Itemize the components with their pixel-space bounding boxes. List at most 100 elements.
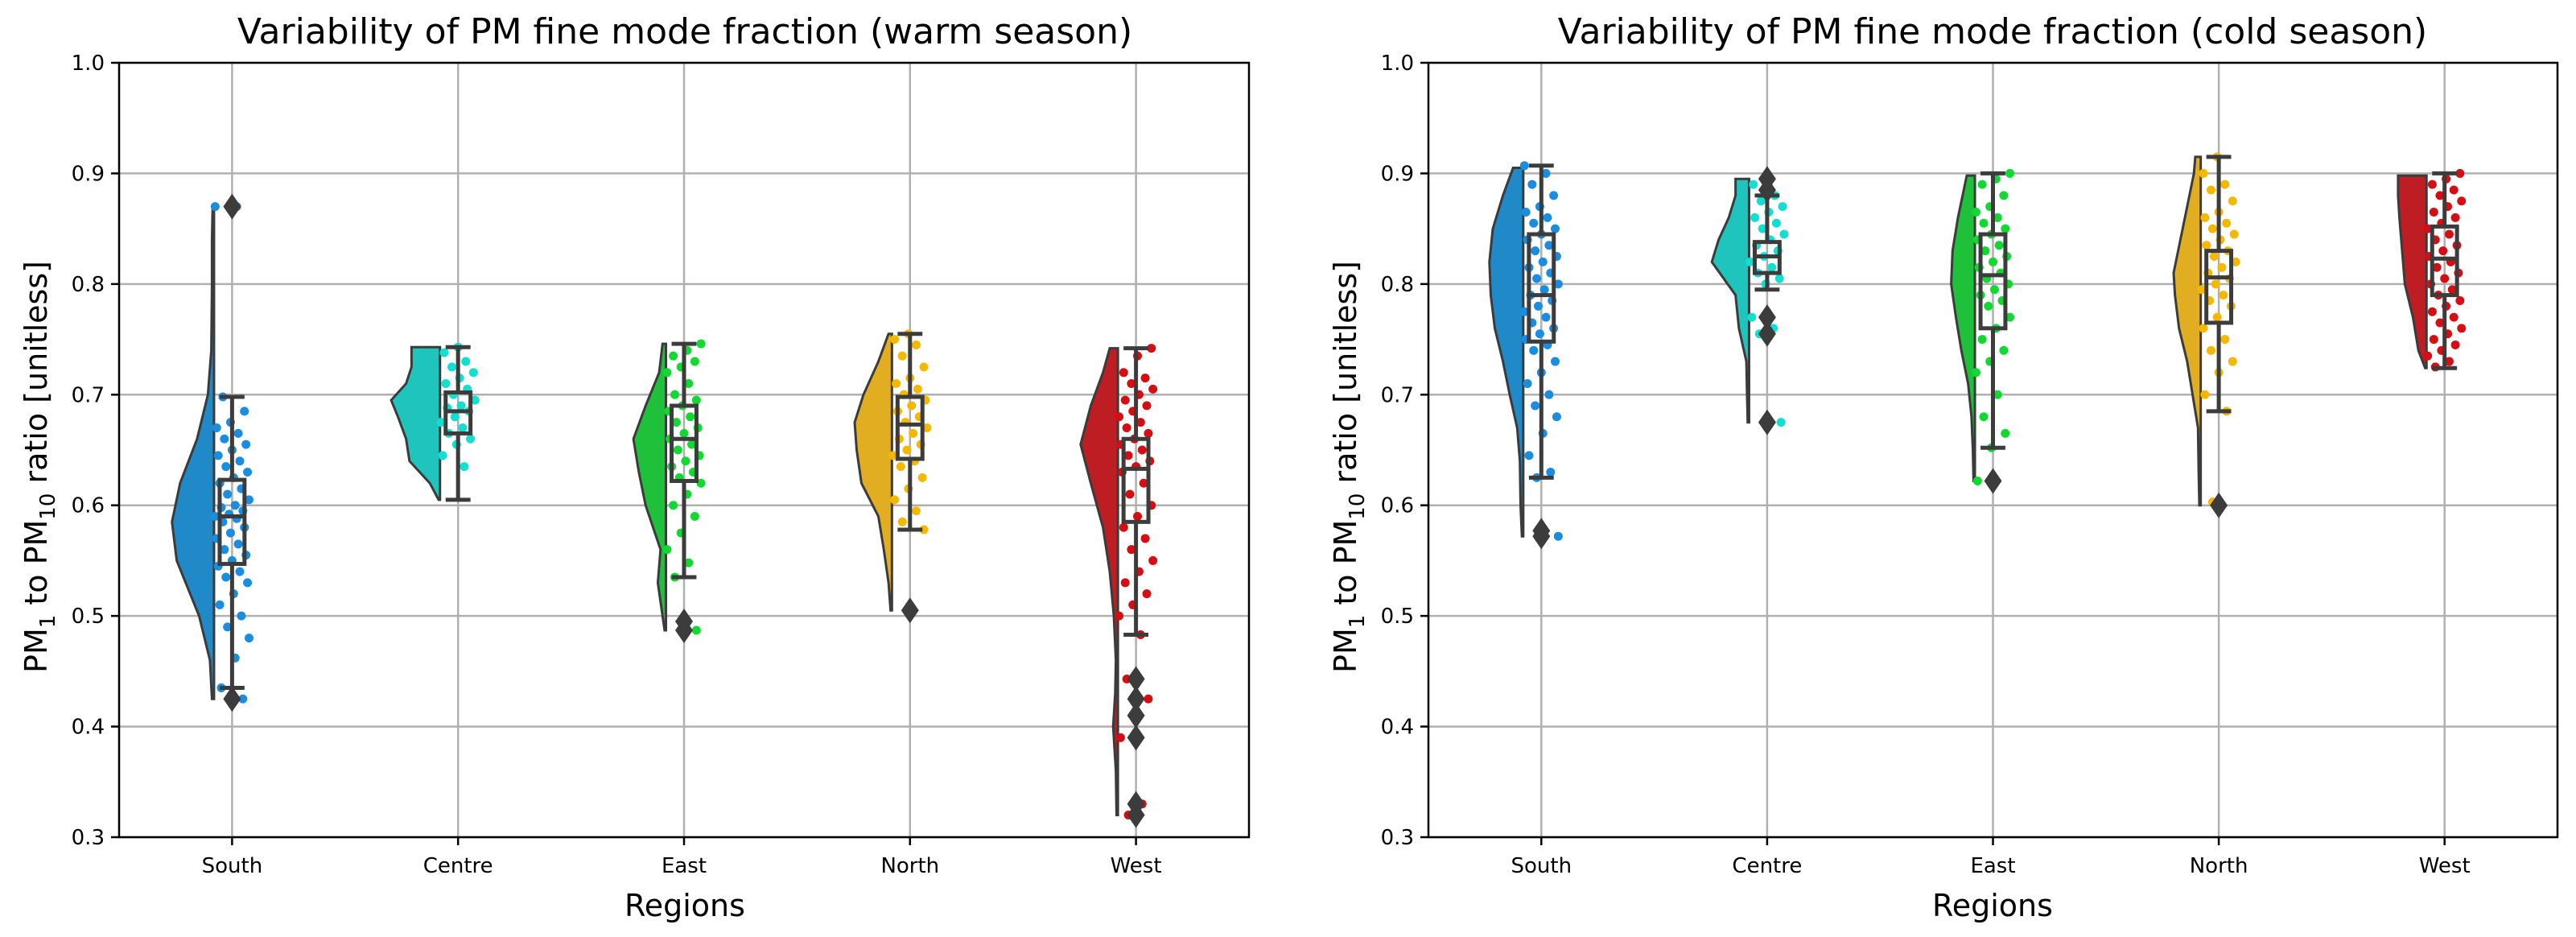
data-point — [2212, 312, 2222, 322]
data-point — [1778, 202, 1787, 212]
cold-season-chart: Variability of PM fine mode fraction (co… — [1328, 11, 2559, 923]
data-point — [1120, 395, 1130, 405]
data-point — [241, 440, 251, 449]
plot-area: 0.3 0.4 0.5 0.6 0.7 0.8 0.9 1.0 South Centre East N… — [1381, 52, 2559, 878]
y-tick-label: 0.9 — [1381, 162, 1414, 186]
outlier-marker — [901, 597, 919, 624]
outlier-marker — [1127, 802, 1145, 828]
data-point — [2435, 318, 2445, 328]
data-point — [233, 428, 243, 438]
data-point — [1533, 301, 1543, 311]
box-iqr — [895, 394, 925, 461]
data-point — [1774, 274, 1784, 283]
region-group-centre — [1710, 166, 1789, 435]
data-point — [1538, 257, 1548, 266]
data-point — [1767, 262, 1777, 272]
data-point — [890, 335, 900, 345]
violin-half — [1488, 167, 1525, 538]
data-point — [1527, 180, 1537, 189]
y-tick-label: 0.6 — [1381, 494, 1414, 518]
data-point — [2450, 340, 2460, 349]
data-point — [466, 434, 476, 444]
data-point — [2423, 351, 2433, 361]
data-point — [439, 348, 449, 357]
region-group-west — [2397, 168, 2467, 372]
data-point — [1776, 418, 1786, 427]
data-point — [233, 539, 243, 549]
data-point — [2450, 213, 2460, 222]
data-point — [213, 451, 223, 460]
data-point — [223, 622, 233, 632]
data-point — [1544, 390, 1554, 399]
data-point — [2438, 246, 2448, 256]
data-point — [2200, 390, 2210, 399]
data-point — [220, 545, 229, 555]
data-point — [240, 407, 249, 416]
data-point — [244, 634, 253, 643]
outlier-marker — [223, 193, 241, 220]
data-point — [1977, 180, 1987, 189]
outlier-marker — [1984, 468, 2002, 494]
x-tick-label: North — [2190, 854, 2248, 878]
x-tick-label: Centre — [423, 854, 493, 878]
data-point — [461, 357, 471, 366]
data-point — [911, 506, 921, 516]
data-point — [1539, 285, 1549, 295]
data-point — [681, 456, 690, 466]
violin-half — [632, 342, 668, 632]
data-point — [2447, 285, 2457, 295]
data-point — [1529, 218, 1539, 228]
data-point — [691, 395, 701, 405]
outlier-marker — [1532, 523, 1551, 550]
data-point — [1529, 345, 1539, 355]
data-point — [1147, 344, 1156, 353]
data-point — [1115, 611, 1124, 621]
plot-area: 0.3 0.4 0.5 0.6 0.7 0.8 0.9 1.0 South Centre East N… — [72, 52, 1251, 878]
outlier-marker — [2210, 492, 2228, 518]
data-point — [1756, 196, 1766, 206]
data-point — [2444, 229, 2454, 239]
data-point — [917, 473, 927, 482]
data-point — [2449, 312, 2459, 322]
data-point — [2435, 191, 2445, 200]
data-point — [684, 558, 694, 568]
data-point — [441, 379, 451, 389]
data-point — [1747, 312, 1757, 322]
y-tick-label: 0.3 — [1381, 826, 1414, 850]
outlier-marker — [223, 686, 241, 712]
data-point — [1972, 476, 1982, 485]
y-tick-label: 0.5 — [72, 605, 105, 629]
data-point — [1127, 379, 1136, 389]
data-point — [1140, 534, 1150, 543]
data-point — [686, 412, 695, 422]
data-point — [238, 694, 248, 704]
y-tick-label: 1.0 — [72, 52, 105, 76]
data-point — [1989, 285, 1999, 295]
data-points — [1745, 174, 1789, 427]
data-point — [673, 445, 682, 455]
data-point — [2457, 196, 2467, 206]
y-tick-label: 0.7 — [1381, 383, 1414, 407]
data-point — [2207, 345, 2216, 355]
data-point — [1123, 451, 1133, 460]
data-point — [2457, 324, 2467, 333]
data-point — [1552, 412, 1561, 422]
y-tick-label: 0.3 — [72, 826, 105, 850]
data-point — [907, 401, 917, 411]
x-tick-label: South — [202, 854, 263, 878]
data-point — [671, 418, 681, 427]
data-point — [1989, 257, 1997, 266]
y-tick-label: 0.8 — [72, 273, 105, 297]
data-point — [922, 423, 932, 433]
data-point — [919, 362, 929, 372]
data-point — [1980, 246, 1990, 256]
data-point — [888, 451, 898, 460]
data-point — [670, 390, 680, 399]
data-point — [438, 451, 447, 460]
data-point — [690, 357, 699, 366]
data-point — [1544, 241, 1554, 250]
data-point — [909, 428, 918, 438]
data-point — [225, 528, 235, 538]
data-point — [1115, 412, 1124, 422]
data-point — [1745, 257, 1755, 266]
